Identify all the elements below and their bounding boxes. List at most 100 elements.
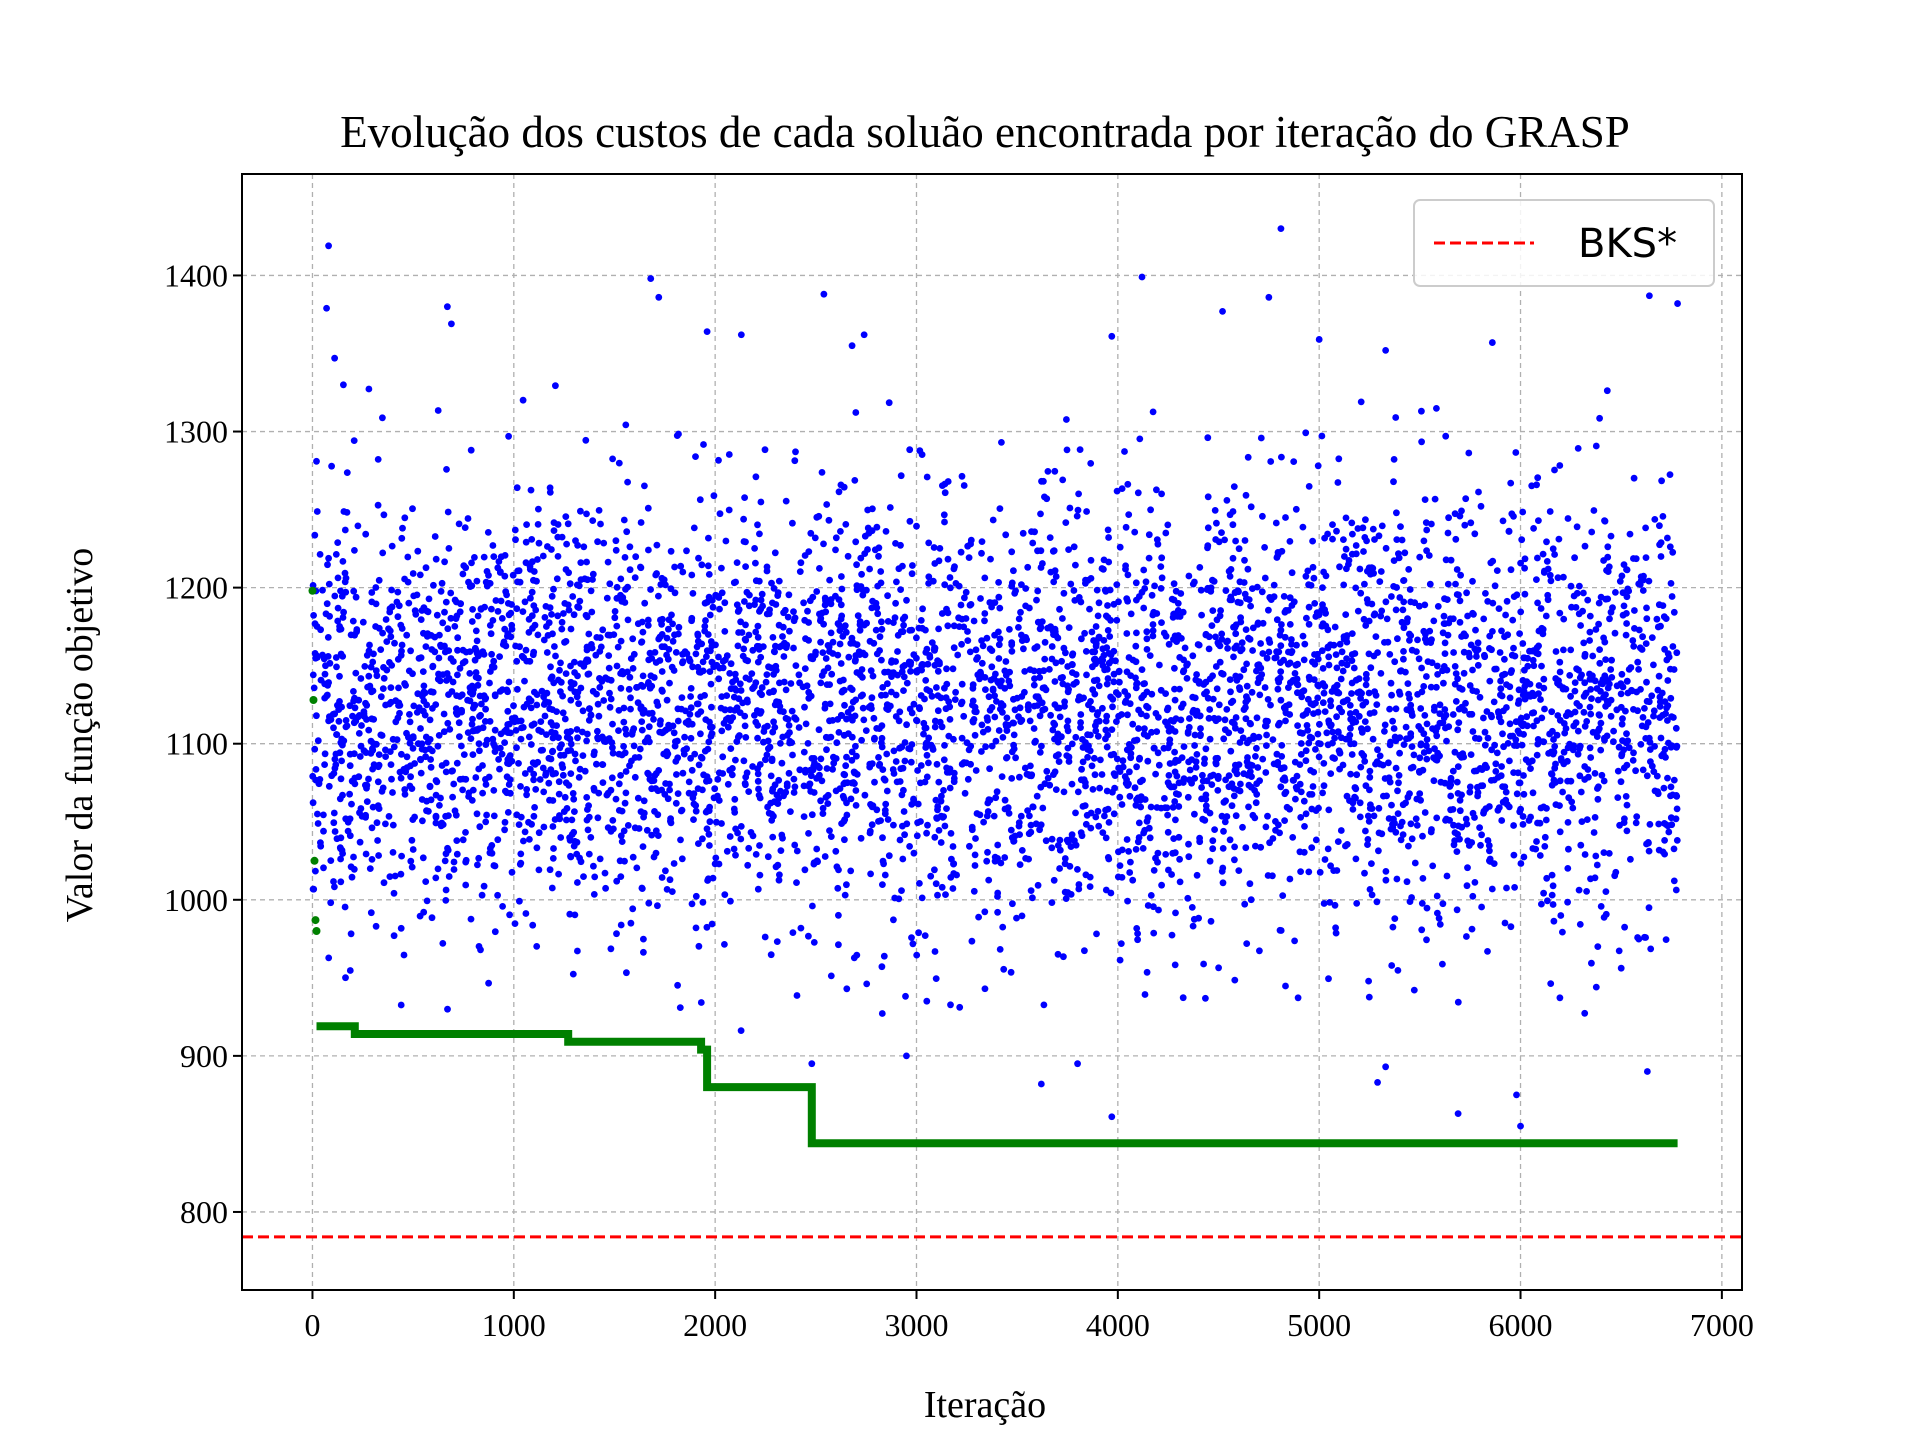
scatter-point [1360,752,1368,760]
scatter-point [942,891,949,898]
scatter-point [1574,750,1582,758]
scatter-point [1383,615,1391,623]
scatter-point [759,602,766,610]
scatter-point [978,659,986,667]
scatter-point [1555,535,1563,543]
scatter-point [906,843,913,850]
scatter-point [1038,618,1046,625]
scatter-point [716,664,724,672]
scatter-point [1516,630,1523,637]
scatter-point [369,765,376,773]
scatter-point [1117,940,1125,947]
scatter-point [1297,740,1305,747]
scatter-point [998,439,1005,446]
scatter-point [330,819,338,827]
scatter-point [1189,708,1197,716]
scatter-point [1143,688,1151,696]
scatter-point [775,577,783,585]
scatter-point [985,796,993,804]
scatter-point [571,808,578,815]
scatter-point [589,517,597,524]
scatter-point [595,507,603,514]
scatter-point [1340,635,1348,643]
scatter-point [1204,493,1212,501]
scatter-point [1253,714,1261,722]
scatter-point [1133,796,1140,804]
scatter-point [546,796,553,804]
scatter-point [870,714,878,722]
scatter-point [491,862,499,870]
scatter-point [1068,740,1076,748]
scatter-point [338,735,346,743]
scatter-point [1193,751,1201,758]
scatter-point [636,745,644,753]
scatter-point [1521,695,1529,703]
scatter-point [1540,889,1547,897]
scatter-point [1122,697,1130,705]
scatter-point [1302,757,1310,765]
scatter-point [972,646,980,654]
scatter-point [466,648,474,655]
scatter-point [382,753,389,760]
scatter-point [1213,616,1221,624]
scatter-point [1337,675,1345,683]
scatter-point [696,496,704,504]
scatter-point [369,687,377,695]
scatter-point [907,659,915,666]
scatter-point [427,756,434,763]
scatter-point [530,776,537,784]
scatter-point [1109,695,1117,703]
scatter-point [804,740,812,747]
scatter-point [455,719,463,727]
scatter-point [1498,692,1506,700]
scatter-point [508,601,515,608]
scatter-point [1430,707,1438,714]
scatter-point [337,845,344,852]
scatter-point [509,571,517,579]
scatter-point [652,659,660,666]
scatter-point [1503,884,1510,892]
scatter-point [878,618,885,626]
scatter-point [871,546,879,554]
scatter-point [972,835,979,842]
scatter-point [853,641,861,648]
scatter-point [1601,736,1608,744]
scatter-point [688,900,696,908]
scatter-point [1374,746,1381,754]
scatter-point [1537,605,1545,612]
scatter-point [1447,792,1455,800]
scatter-point [1434,603,1442,610]
scatter-point [1297,788,1305,796]
scatter-point [1556,802,1563,809]
scatter-point [1251,814,1259,822]
scatter-point [871,735,878,743]
scatter-point [1088,762,1096,770]
scatter-point [1545,750,1552,757]
scatter-point [1110,770,1118,778]
scatter-point [1184,729,1192,737]
scatter-point [554,612,562,620]
scatter-point [1416,790,1424,797]
scatter-point [558,741,565,748]
scatter-point [571,669,578,676]
scatter-point [1132,684,1140,692]
scatter-point [1234,598,1242,606]
scatter-point [406,739,414,747]
scatter-point [1087,809,1095,817]
scatter-point [741,712,749,720]
scatter-point [1348,519,1356,527]
scatter-point [392,718,400,726]
scatter-point [1272,826,1279,834]
scatter-point [1237,727,1245,734]
scatter-point [517,735,525,743]
scatter-point [629,635,637,643]
scatter-point [543,649,551,656]
scatter-point [1103,644,1111,652]
scatter-point [504,707,512,715]
scatter-point [1320,900,1328,907]
scatter-point [639,672,647,680]
scatter-point [856,626,864,634]
scatter-point [983,714,991,721]
scatter-point [968,937,976,945]
scatter-point [535,726,543,734]
